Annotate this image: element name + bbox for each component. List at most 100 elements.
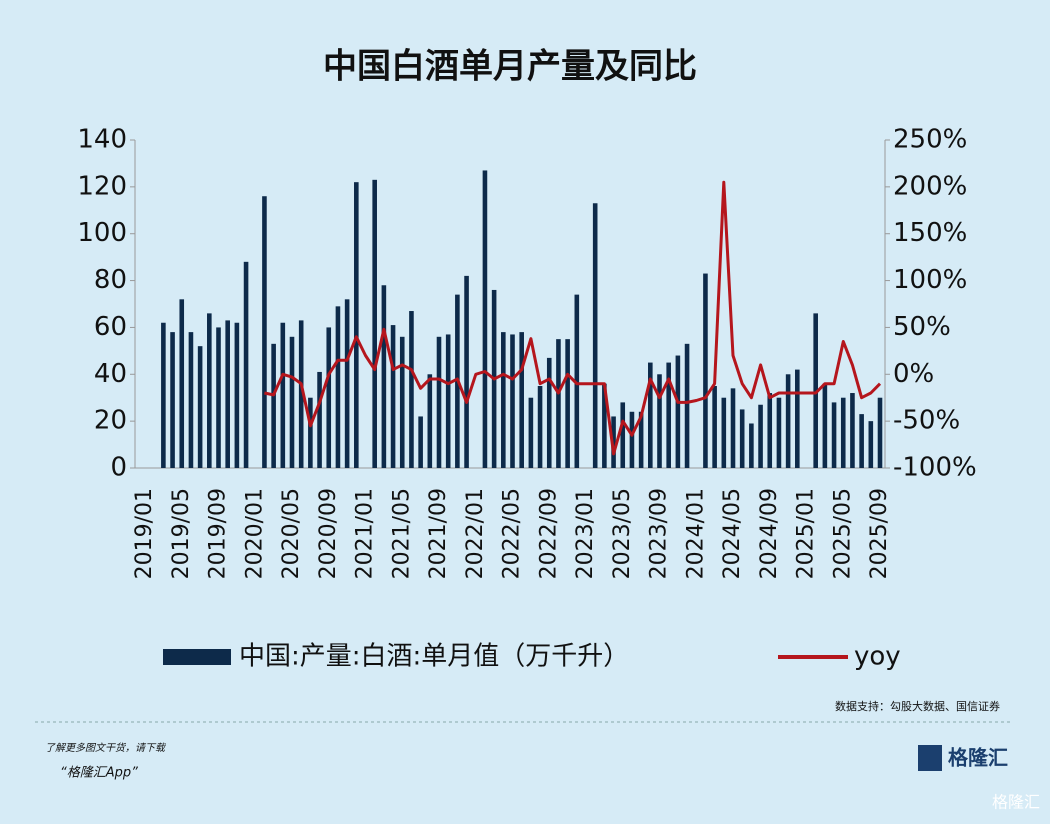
bar <box>657 374 662 468</box>
bar <box>335 306 341 468</box>
bar <box>161 322 166 468</box>
bar <box>390 325 396 468</box>
bar <box>528 397 534 468</box>
bar <box>427 374 433 468</box>
bar <box>445 334 451 468</box>
x-tick-label: 2024/05 <box>720 488 745 579</box>
bar <box>482 170 488 468</box>
y-tick-label: 120 <box>77 171 127 201</box>
y-tick-label: 20 <box>94 406 127 436</box>
bar <box>399 336 405 468</box>
bar <box>409 311 414 468</box>
bar <box>638 411 644 468</box>
bar <box>776 397 782 468</box>
bar <box>207 313 212 468</box>
x-tick-label: 2019/05 <box>169 488 194 579</box>
bar <box>850 393 855 468</box>
bar <box>436 336 442 468</box>
y-tick-label: 140 <box>77 125 127 155</box>
logo-icon <box>918 745 942 771</box>
bar <box>758 404 763 468</box>
x-tick-label: 2025/01 <box>794 488 819 579</box>
bar <box>785 374 791 468</box>
legend-swatch <box>163 649 231 665</box>
bar <box>243 261 249 468</box>
bar <box>501 332 506 468</box>
bar <box>170 332 175 468</box>
bar <box>822 383 828 468</box>
y2-tick-label: 150% <box>893 218 967 248</box>
bar <box>565 339 570 468</box>
bar <box>197 346 203 468</box>
bar <box>262 196 267 468</box>
x-tick-label: 2022/01 <box>463 488 488 579</box>
source: 数据支持：勾股大数据、国信证券 <box>835 699 1000 713</box>
bar <box>280 322 286 468</box>
x-tick-label: 2022/05 <box>500 488 525 579</box>
bar <box>675 355 681 468</box>
bar <box>813 313 818 468</box>
x-tick-label: 2025/09 <box>867 488 892 579</box>
bar <box>317 371 322 468</box>
bar <box>602 383 607 468</box>
bar <box>234 322 240 468</box>
bar <box>868 421 874 468</box>
y2-tick-label: 0% <box>893 359 934 389</box>
bar <box>225 320 230 468</box>
bar <box>418 416 423 468</box>
yoy-line <box>264 180 882 456</box>
bar <box>381 285 387 468</box>
y2-tick-label: -100% <box>893 453 977 483</box>
x-tick-label: 2019/09 <box>206 488 231 579</box>
bar <box>739 409 745 468</box>
bar <box>859 414 864 468</box>
logo: 格隆汇 <box>948 746 1008 770</box>
bar <box>271 343 276 468</box>
bar <box>712 386 717 468</box>
bar <box>831 402 837 468</box>
bar <box>326 327 332 468</box>
y2-tick-label: 100% <box>893 265 967 295</box>
bar <box>519 332 524 468</box>
x-tick-label: 2020/01 <box>242 488 267 579</box>
y-tick-label: 0 <box>110 453 127 483</box>
bar <box>795 369 800 468</box>
bar <box>620 402 626 468</box>
y-tick-label: 80 <box>94 265 127 295</box>
bar <box>188 332 194 468</box>
bar <box>648 362 653 468</box>
y-tick-label: 100 <box>77 218 127 248</box>
bar <box>840 397 846 468</box>
legend-label: 中国:产量:白酒:单月值（万千升） <box>239 642 629 672</box>
bar <box>749 423 754 468</box>
bar <box>372 179 377 469</box>
bar <box>574 294 580 468</box>
bar <box>721 397 727 468</box>
footer-app: “格隆汇App” <box>60 766 138 781</box>
footer-note: 了解更多图文干货，请下载 <box>45 742 167 754</box>
bar <box>510 334 515 468</box>
y2-tick-label: 50% <box>893 312 951 342</box>
x-tick-label: 2023/05 <box>610 488 635 579</box>
legend-label: yoy <box>854 642 901 672</box>
x-tick-label: 2022/09 <box>536 488 561 579</box>
bar <box>629 411 635 468</box>
x-tick-label: 2023/01 <box>573 488 598 579</box>
bar <box>684 343 690 468</box>
x-tick-label: 2019/01 <box>132 488 157 579</box>
bar <box>730 388 736 468</box>
bar <box>877 397 883 468</box>
y-tick-label: 60 <box>94 312 127 342</box>
bar <box>556 339 561 468</box>
bar <box>546 357 552 468</box>
bar <box>179 299 185 468</box>
bar <box>308 397 313 468</box>
y2-tick-label: 200% <box>893 171 967 201</box>
bar <box>537 386 543 468</box>
bar <box>298 320 304 468</box>
y-tick-label: 40 <box>94 359 127 389</box>
y2-tick-label: -50% <box>893 406 960 436</box>
x-tick-label: 2021/09 <box>426 488 451 579</box>
